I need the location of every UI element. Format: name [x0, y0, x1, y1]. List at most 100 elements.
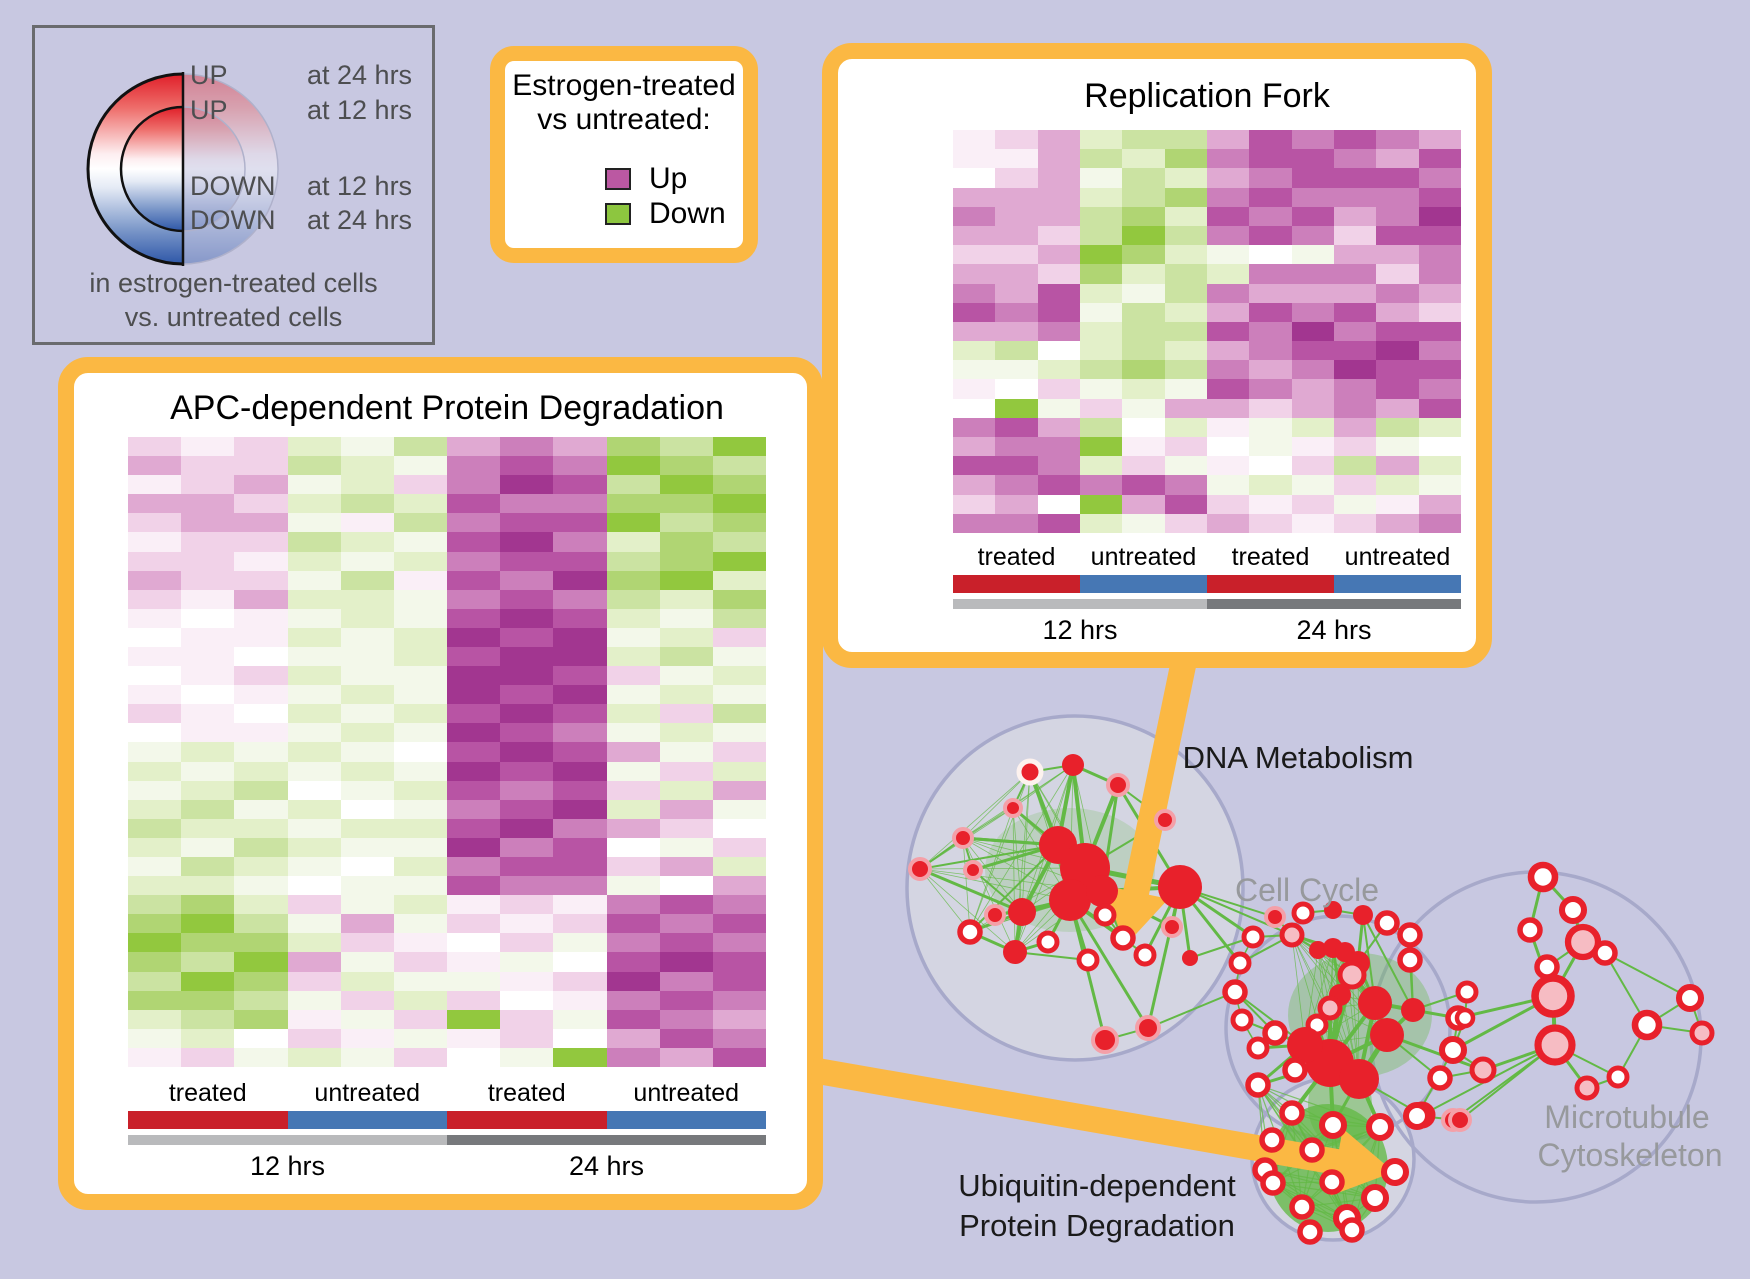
heatmap-cell [447, 857, 501, 877]
heatmap-cell [712, 1047, 766, 1067]
heatmap-cell [447, 742, 501, 762]
gene-node-pink-rim [1161, 916, 1183, 938]
heatmap-cell [500, 1009, 554, 1029]
network-edge [1350, 973, 1377, 1005]
heatmap-cell [181, 627, 235, 647]
heatmap-cell [1079, 456, 1123, 476]
ubiquitin-cluster [1250, 1076, 1416, 1242]
heatmap-cell [447, 551, 501, 571]
heatmap-cell [234, 742, 288, 762]
network-edge [1357, 962, 1376, 1004]
network-edge [1021, 897, 1071, 915]
heatmap-cell [500, 456, 554, 476]
network-edge [1072, 764, 1103, 892]
heatmap-cell [1249, 417, 1292, 438]
heatmap-cell [712, 780, 766, 800]
network-edge [1272, 1182, 1353, 1231]
condition-group-label: treated [1231, 543, 1310, 571]
heatmap-cell [953, 437, 996, 457]
network-edge [1100, 890, 1125, 939]
heatmap-cell [1079, 379, 1123, 399]
heatmap-cell [1291, 264, 1334, 284]
heatmap-cell [1079, 283, 1123, 303]
heatmap-cell [234, 589, 288, 609]
heatmap-cell [1291, 245, 1334, 265]
heatmap-cell [234, 513, 288, 533]
heatmap-cell [553, 952, 607, 972]
network-edge [1029, 764, 1074, 773]
heatmap-cell [712, 971, 766, 991]
network-edge [1351, 974, 1360, 1080]
heatmap-cell [953, 225, 996, 246]
network-edge [1339, 994, 1388, 1036]
heatmap-cell [712, 742, 766, 762]
gene-node-ring [1527, 861, 1559, 893]
heatmap-cell [1164, 187, 1207, 207]
heatmap-cell [447, 895, 501, 915]
heatmap-cell [234, 990, 288, 1010]
gene-node-ring [1299, 1137, 1325, 1163]
heatmap-cell [1206, 494, 1250, 514]
heatmap-cell [287, 1028, 341, 1048]
heatmap-cell [128, 933, 182, 953]
network-edge [1332, 1124, 1376, 1199]
network-edge [1012, 807, 1023, 913]
gene-node-pink-rim [1091, 1026, 1119, 1054]
gene-node-pink-rim [1264, 906, 1286, 928]
network-edge [1290, 1061, 1332, 1115]
heatmap-cell [1291, 302, 1334, 322]
heatmap-cell [234, 570, 288, 590]
gene-node-ring [1259, 1127, 1285, 1153]
network-edge [1072, 763, 1119, 787]
network-edge [1439, 1069, 1484, 1079]
heatmap-cell [606, 876, 660, 896]
gene-node-ring [1454, 1007, 1476, 1029]
network-edge [1104, 1027, 1149, 1041]
gene-node-solid [1309, 941, 1327, 959]
heatmap-cell [553, 857, 607, 877]
heatmap-cell [447, 456, 501, 476]
heatmap-cell [659, 589, 713, 609]
network-edge [1234, 991, 1306, 1046]
network-edge [1332, 947, 1353, 976]
dna-metabolism-cluster [905, 714, 1245, 1062]
network-edge [1317, 949, 1359, 964]
heatmap-cell [1291, 149, 1334, 169]
heatmap-cell [1164, 379, 1207, 399]
heatmap-cell [1164, 206, 1207, 226]
heatmap-cell [1037, 130, 1080, 150]
heatmap-cell [340, 1009, 394, 1029]
heatmap-cell [659, 1028, 713, 1048]
heatmap-cell [393, 437, 447, 457]
network-edge [1066, 866, 1089, 902]
heatmap-cell [1164, 437, 1207, 457]
heatmap-cell [1418, 398, 1461, 418]
heatmap-cell [1164, 130, 1207, 150]
network-edge [1317, 947, 1334, 951]
heatmap-cell [1037, 417, 1080, 438]
network-edge [1351, 1197, 1376, 1231]
heatmap-cell [606, 818, 660, 838]
network-edge [1272, 1182, 1303, 1208]
time-group-label: 24 hrs [568, 1151, 645, 1181]
network-edge [1301, 1149, 1313, 1208]
gene-node-ring [1228, 951, 1252, 975]
heatmap-cell [128, 971, 182, 991]
network-edge [962, 837, 1071, 901]
heatmap-cell [995, 283, 1038, 303]
network-edge [1329, 1002, 1376, 1064]
edge-density-blob [1288, 953, 1432, 1077]
heatmap-cell [500, 647, 554, 667]
network-edge [1304, 994, 1341, 1046]
heatmap-cell [1376, 494, 1419, 514]
heatmap-cell [393, 761, 447, 781]
heatmap-cell [1037, 245, 1080, 265]
network-edge [1029, 771, 1071, 901]
heatmap-cell [1164, 168, 1207, 188]
heatmap-cell [393, 704, 447, 724]
heatmap-cell [447, 1047, 501, 1067]
heatmap-cell [553, 456, 607, 476]
network-edge [1083, 784, 1120, 869]
network-edge [1014, 771, 1031, 953]
network-edge [1328, 1001, 1377, 1065]
